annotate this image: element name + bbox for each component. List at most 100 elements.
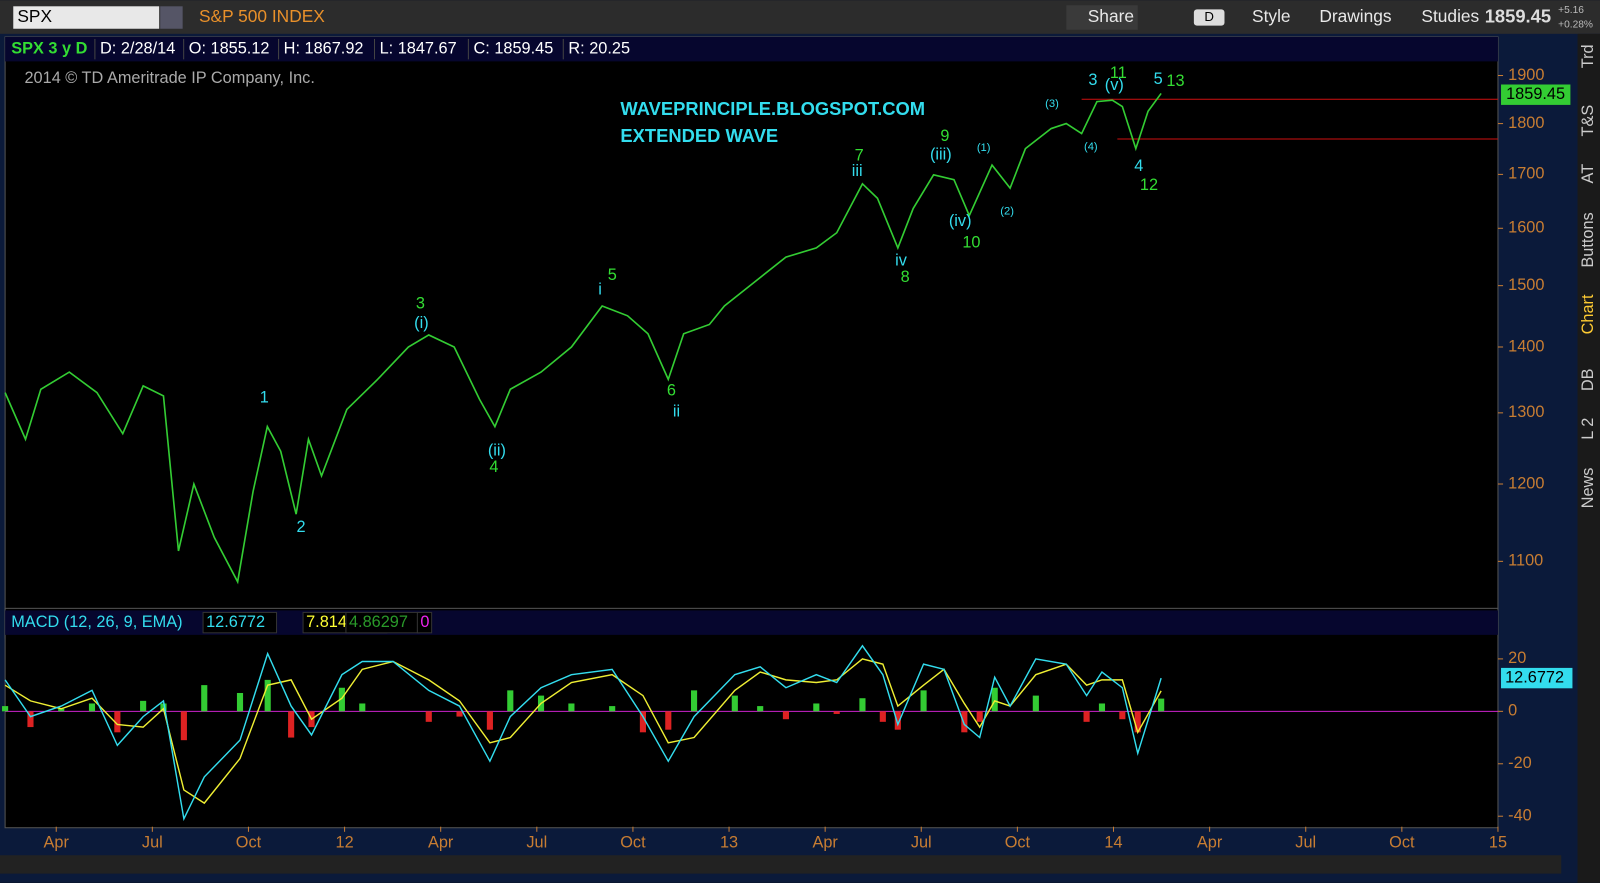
change-pct: +0.28%: [1558, 19, 1593, 30]
x-tick-label: Apr: [44, 833, 70, 851]
histogram-bar: [2, 706, 9, 712]
histogram-bar: [1083, 711, 1090, 722]
symbol-input[interactable]: [13, 6, 160, 29]
button-label[interactable]: Studies: [1421, 6, 1479, 26]
signal-line: [4, 658, 1162, 805]
sidebar-tab[interactable]: Chart: [1579, 294, 1597, 334]
wave-label: 13: [1166, 72, 1184, 90]
button-label[interactable]: D: [1204, 9, 1214, 24]
x-tick-label: Jul: [526, 833, 547, 851]
symbol-dropdown[interactable]: [160, 6, 183, 29]
wave-label: ii: [673, 403, 680, 421]
info-item: C: 1859.45: [473, 39, 553, 57]
price-line: [4, 92, 1162, 585]
symbol[interactable]: SPX: [17, 6, 52, 26]
histogram-bar: [757, 706, 764, 712]
copyright: 2014 © TD Ameritrade IP Company, Inc.: [24, 69, 314, 87]
sidebar-tab[interactable]: Buttons: [1579, 212, 1597, 267]
button-label[interactable]: Drawings: [1319, 6, 1392, 26]
macd-line: [4, 644, 1162, 822]
histogram-bar: [456, 711, 463, 717]
x-tick-label: Jul: [142, 833, 163, 851]
histogram-bar: [609, 706, 616, 712]
x-tick-label: Oct: [236, 833, 262, 851]
x-tick-label: Apr: [428, 833, 454, 851]
histogram-bar: [288, 711, 295, 738]
histogram-bar: [1032, 695, 1039, 712]
histogram-bar: [833, 711, 840, 714]
x-tick-label: 13: [720, 833, 738, 851]
wave-label: (4): [1084, 141, 1098, 153]
last-price: 1859.45: [1485, 5, 1551, 26]
wave-label: 5: [1154, 70, 1163, 88]
button[interactable]: [1066, 5, 1138, 30]
sidebar-tab[interactable]: Trd: [1579, 44, 1597, 68]
y-tick-label: 1900: [1508, 66, 1544, 84]
macd-panel: [4, 607, 1499, 829]
histogram-bar: [879, 711, 886, 722]
readout-box: [202, 611, 278, 634]
wave-label: i: [598, 280, 602, 298]
sidebar-tab[interactable]: DB: [1579, 368, 1597, 391]
info-item: SPX 3 y D: [11, 39, 87, 57]
y-tick-label: 1100: [1508, 552, 1543, 570]
readout: 12.6772: [206, 613, 265, 631]
histogram-bar: [894, 711, 901, 730]
wave-label: (ii): [488, 442, 506, 460]
wave-label: (1): [977, 142, 991, 154]
wave-label: 8: [901, 268, 910, 286]
x-tick-label: Apr: [812, 833, 838, 851]
button[interactable]: [1193, 9, 1225, 26]
histogram-bar: [160, 703, 167, 712]
wave-label: 9: [940, 127, 949, 145]
histogram-bar: [665, 711, 672, 730]
histogram-bar: [236, 692, 244, 712]
wave-label: 6: [667, 381, 676, 399]
y-tick-label: 1700: [1508, 165, 1544, 183]
histogram-bar: [201, 685, 208, 712]
histogram-bar: [507, 690, 514, 712]
wave-label: iv: [895, 252, 908, 270]
wave-label: iii: [852, 162, 863, 180]
wave-label: 4: [1134, 157, 1143, 175]
histogram-bar: [425, 711, 432, 722]
histogram-bar: [961, 711, 968, 733]
wave-label: (i): [414, 314, 429, 332]
histogram-bar: [180, 711, 187, 741]
histogram-bar: [140, 700, 147, 712]
histogram-bar: [976, 711, 983, 722]
wave-label: (iv): [949, 212, 972, 230]
y-tick-label: 0: [1508, 702, 1517, 720]
last-value-tag: [1501, 667, 1573, 689]
button-label[interactable]: Style: [1252, 6, 1291, 26]
sidebar-tab[interactable]: T&S: [1579, 105, 1597, 137]
wave-label: (2): [1000, 205, 1014, 217]
x-tick-label: 12: [336, 833, 354, 851]
y-tick-label: -20: [1508, 754, 1532, 772]
last-price-tag: [1501, 84, 1571, 105]
button-label[interactable]: Share: [1088, 6, 1134, 26]
sidebar-tab[interactable]: L 2: [1579, 418, 1597, 440]
scrollbar[interactable]: [0, 855, 1562, 874]
x-tick-label: 15: [1489, 833, 1507, 851]
note: WAVEPRINCIPLE.BLOGSPOT.COM: [620, 98, 925, 119]
histogram-bar: [690, 690, 698, 712]
histogram-bar: [731, 695, 738, 712]
macd-title: MACD (12, 26, 9, EMA): [11, 613, 182, 631]
sidebar-tab[interactable]: News: [1579, 468, 1597, 509]
histogram-bar: [639, 711, 646, 733]
y-tick-label: 20: [1508, 649, 1526, 667]
info-bar-items: SPX 3 y D D: 2/28/14 O: 1855.12 H: 1867.92 L…: [11, 39, 630, 57]
readout: 4.86297: [349, 613, 408, 631]
sidebar-tab[interactable]: AT: [1579, 164, 1597, 184]
x-tick-label: Oct: [620, 833, 646, 851]
histogram-bar: [264, 679, 271, 712]
y-tick-label: -40: [1508, 807, 1532, 825]
histogram-bar: [782, 711, 790, 720]
histogram-bar: [920, 690, 927, 712]
wave-label: 3: [1088, 71, 1097, 89]
toolbar: [0, 0, 1600, 34]
wave-label: 1: [260, 388, 269, 406]
